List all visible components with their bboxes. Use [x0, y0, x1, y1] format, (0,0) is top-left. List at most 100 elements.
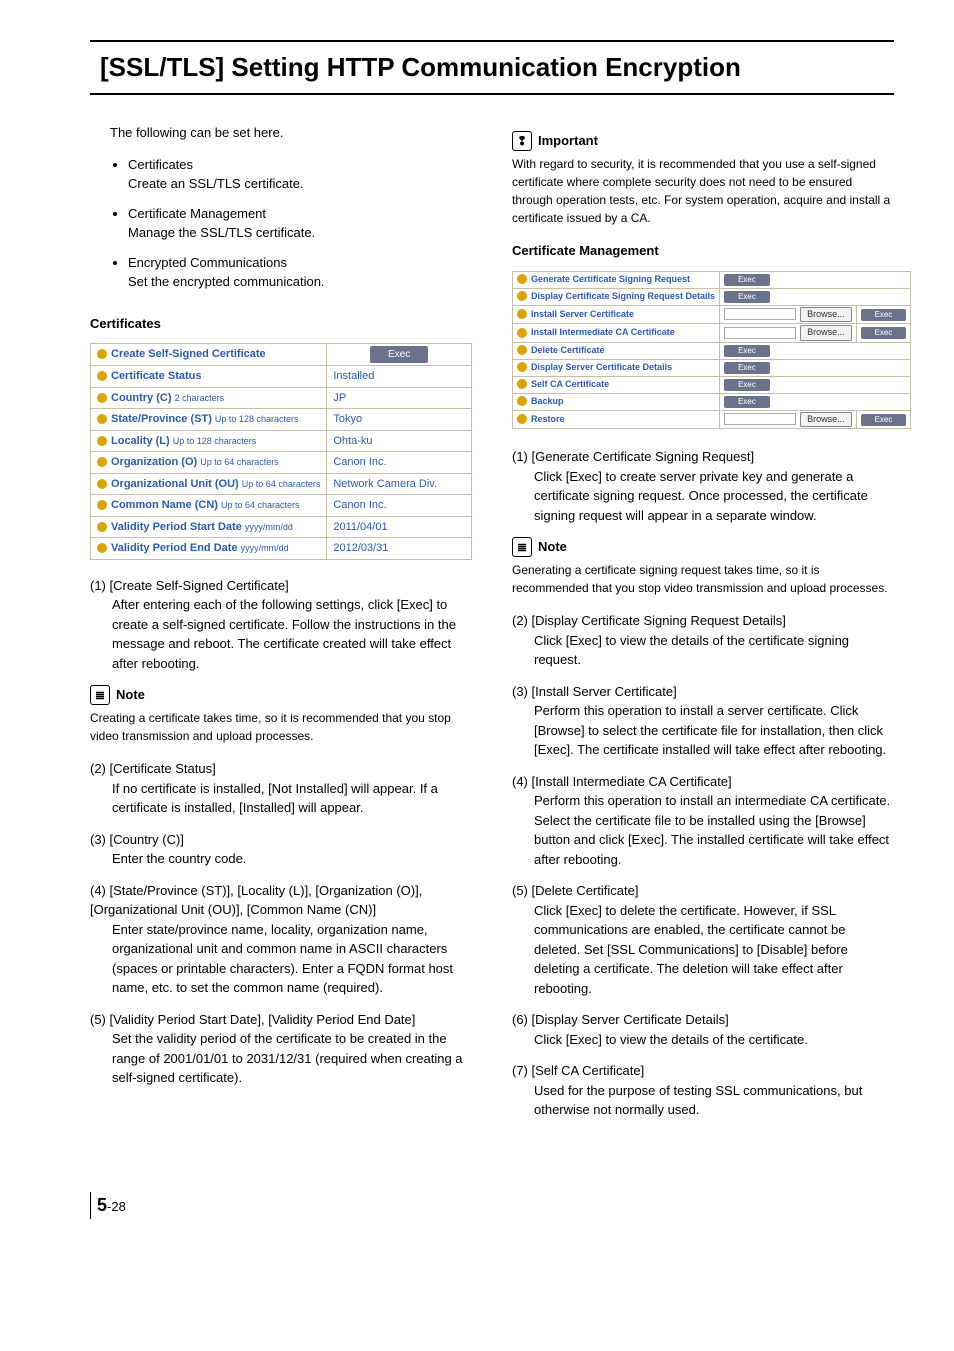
item-heading: (2) [Certificate Status]: [90, 759, 472, 779]
item-heading: (4) [Install Intermediate CA Certificate…: [512, 772, 894, 792]
row-label: Generate Certificate Signing Request: [513, 271, 720, 288]
action-cell: Exec: [720, 393, 911, 410]
file-path-input[interactable]: [724, 308, 796, 320]
row-label: Validity Period Start Date yyyy/mm/dd: [91, 516, 327, 538]
table-row: Organization (O) Up to 64 charactersCano…: [91, 452, 472, 474]
action-cell: Exec: [720, 376, 911, 393]
info-icon: [97, 543, 107, 553]
row-value: Ohta-ku: [327, 430, 472, 452]
exec-button[interactable]: Exec: [861, 309, 907, 321]
row-value: Tokyo: [327, 409, 472, 431]
info-icon: [97, 457, 107, 467]
action-cell: Exec: [720, 359, 911, 376]
table-row: Display Certificate Signing Request Deta…: [513, 288, 911, 305]
row-label: Install Intermediate CA Certificate: [513, 324, 720, 343]
info-icon: [517, 414, 527, 424]
browse-button[interactable]: Browse...: [800, 412, 852, 428]
numbered-item: (1) [Create Self-Signed Certificate]Afte…: [90, 576, 472, 674]
item-body: Click [Exec] to create server private ke…: [534, 467, 894, 526]
feature-bullet: CertificatesCreate an SSL/TLS certificat…: [128, 155, 472, 194]
item-heading: (4) [State/Province (ST)], [Locality (L)…: [90, 881, 472, 920]
table-row: Certificate StatusInstalled: [91, 366, 472, 388]
browse-cell: Browse...: [720, 410, 857, 429]
table-row: Validity Period Start Date yyyy/mm/dd201…: [91, 516, 472, 538]
right-column: ❢ Important With regard to security, it …: [512, 123, 894, 1132]
file-path-input[interactable]: [724, 327, 796, 339]
important-icon: ❢: [512, 131, 532, 151]
note-callout-2: ≣ Note Generating a certificate signing …: [512, 537, 894, 597]
table-row: Generate Certificate Signing Request Exec: [513, 271, 911, 288]
bullet-title: Certificates: [128, 155, 472, 175]
row-label: Display Certificate Signing Request Deta…: [513, 288, 720, 305]
item-body: If no certificate is installed, [Not Ins…: [112, 779, 472, 818]
file-path-input[interactable]: [724, 413, 796, 425]
item-body: Perform this operation to install a serv…: [534, 701, 894, 760]
page-title: [SSL/TLS] Setting HTTP Communication Enc…: [90, 40, 894, 95]
row-label: State/Province (ST) Up to 128 characters: [91, 409, 327, 431]
row-label: Backup: [513, 393, 720, 410]
numbered-item: (6) [Display Server Certificate Details]…: [512, 1010, 894, 1049]
cert-mgmt-heading: Certificate Management: [512, 241, 894, 261]
item-body: Enter state/province name, locality, org…: [112, 920, 472, 998]
numbered-item: (5) [Validity Period Start Date], [Valid…: [90, 1010, 472, 1088]
exec-button[interactable]: Exec: [724, 396, 770, 408]
table-row: Locality (L) Up to 128 charactersOhta-ku: [91, 430, 472, 452]
bullet-desc: Create an SSL/TLS certificate.: [128, 174, 472, 194]
note-body: Creating a certificate takes time, so it…: [90, 709, 472, 745]
numbered-item: (4) [State/Province (ST)], [Locality (L)…: [90, 881, 472, 998]
exec-button[interactable]: Exec: [724, 291, 770, 303]
note-title: Note: [538, 537, 567, 557]
info-icon: [517, 328, 527, 338]
browse-button[interactable]: Browse...: [800, 307, 852, 323]
info-icon: [517, 291, 527, 301]
browse-cell: Browse...: [720, 305, 857, 324]
info-icon: [517, 379, 527, 389]
important-title: Important: [538, 131, 598, 151]
numbered-item: (3) [Install Server Certificate]Perform …: [512, 682, 894, 760]
note-title: Note: [116, 685, 145, 705]
numbered-item: (7) [Self CA Certificate]Used for the pu…: [512, 1061, 894, 1120]
exec-button[interactable]: Exec: [724, 379, 770, 391]
table-row: State/Province (ST) Up to 128 characters…: [91, 409, 472, 431]
exec-button[interactable]: Exec: [861, 414, 907, 426]
item-heading: (5) [Delete Certificate]: [512, 881, 894, 901]
info-icon: [517, 362, 527, 372]
row-value: Installed: [327, 366, 472, 388]
row-label: Install Server Certificate: [513, 305, 720, 324]
row-label: Country (C) 2 characters: [91, 387, 327, 409]
info-icon: [97, 371, 107, 381]
exec-button[interactable]: Exec: [370, 346, 428, 363]
table-row: Create Self-Signed CertificateExec: [91, 344, 472, 366]
row-label: Self CA Certificate: [513, 376, 720, 393]
item-body: After entering each of the following set…: [112, 595, 472, 673]
item-heading: (3) [Country (C)]: [90, 830, 472, 850]
page-number: -28: [107, 1199, 126, 1214]
intro-text: The following can be set here.: [110, 123, 472, 143]
info-icon: [517, 396, 527, 406]
chapter-number: 5: [97, 1195, 107, 1215]
info-icon: [97, 349, 107, 359]
action-cell: Exec: [856, 305, 911, 324]
exec-button[interactable]: Exec: [724, 362, 770, 374]
note-body: Generating a certificate signing request…: [512, 561, 894, 597]
numbered-item: (2) [Certificate Status]If no certificat…: [90, 759, 472, 818]
item-body: Click [Exec] to view the details of the …: [534, 1030, 894, 1050]
table-row: Country (C) 2 charactersJP: [91, 387, 472, 409]
action-cell: Exec: [720, 342, 911, 359]
feature-bullet: Encrypted CommunicationsSet the encrypte…: [128, 253, 472, 292]
item-body: Click [Exec] to delete the certificate. …: [534, 901, 894, 999]
exec-button[interactable]: Exec: [724, 274, 770, 286]
numbered-item: (2) [Display Certificate Signing Request…: [512, 611, 894, 670]
bullet-title: Certificate Management: [128, 204, 472, 224]
action-cell: Exec: [720, 288, 911, 305]
info-icon: [517, 274, 527, 284]
item-heading: (6) [Display Server Certificate Details]: [512, 1010, 894, 1030]
bullet-title: Encrypted Communications: [128, 253, 472, 273]
row-value: Network Camera Div.: [327, 473, 472, 495]
browse-button[interactable]: Browse...: [800, 325, 852, 341]
important-callout: ❢ Important With regard to security, it …: [512, 131, 894, 227]
exec-button[interactable]: Exec: [724, 345, 770, 357]
mgmt-table: Generate Certificate Signing Request Exec…: [512, 271, 911, 430]
bullet-desc: Set the encrypted communication.: [128, 272, 472, 292]
exec-button[interactable]: Exec: [861, 327, 907, 339]
